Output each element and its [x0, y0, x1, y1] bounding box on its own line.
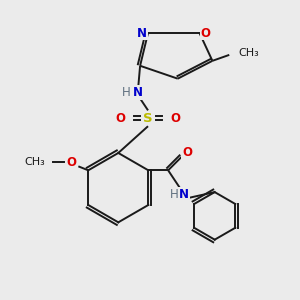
Text: S: S — [143, 112, 153, 125]
Text: O: O — [171, 112, 181, 125]
Text: O: O — [200, 27, 211, 40]
Text: H: H — [122, 86, 130, 99]
Text: O: O — [115, 112, 125, 125]
Text: CH₃: CH₃ — [238, 48, 259, 58]
Text: O: O — [66, 156, 76, 169]
Text: O: O — [182, 146, 192, 159]
Text: H: H — [170, 188, 178, 201]
Text: N: N — [179, 188, 189, 201]
Text: CH₃: CH₃ — [24, 158, 45, 167]
Text: N: N — [137, 27, 147, 40]
Text: N: N — [133, 86, 143, 99]
